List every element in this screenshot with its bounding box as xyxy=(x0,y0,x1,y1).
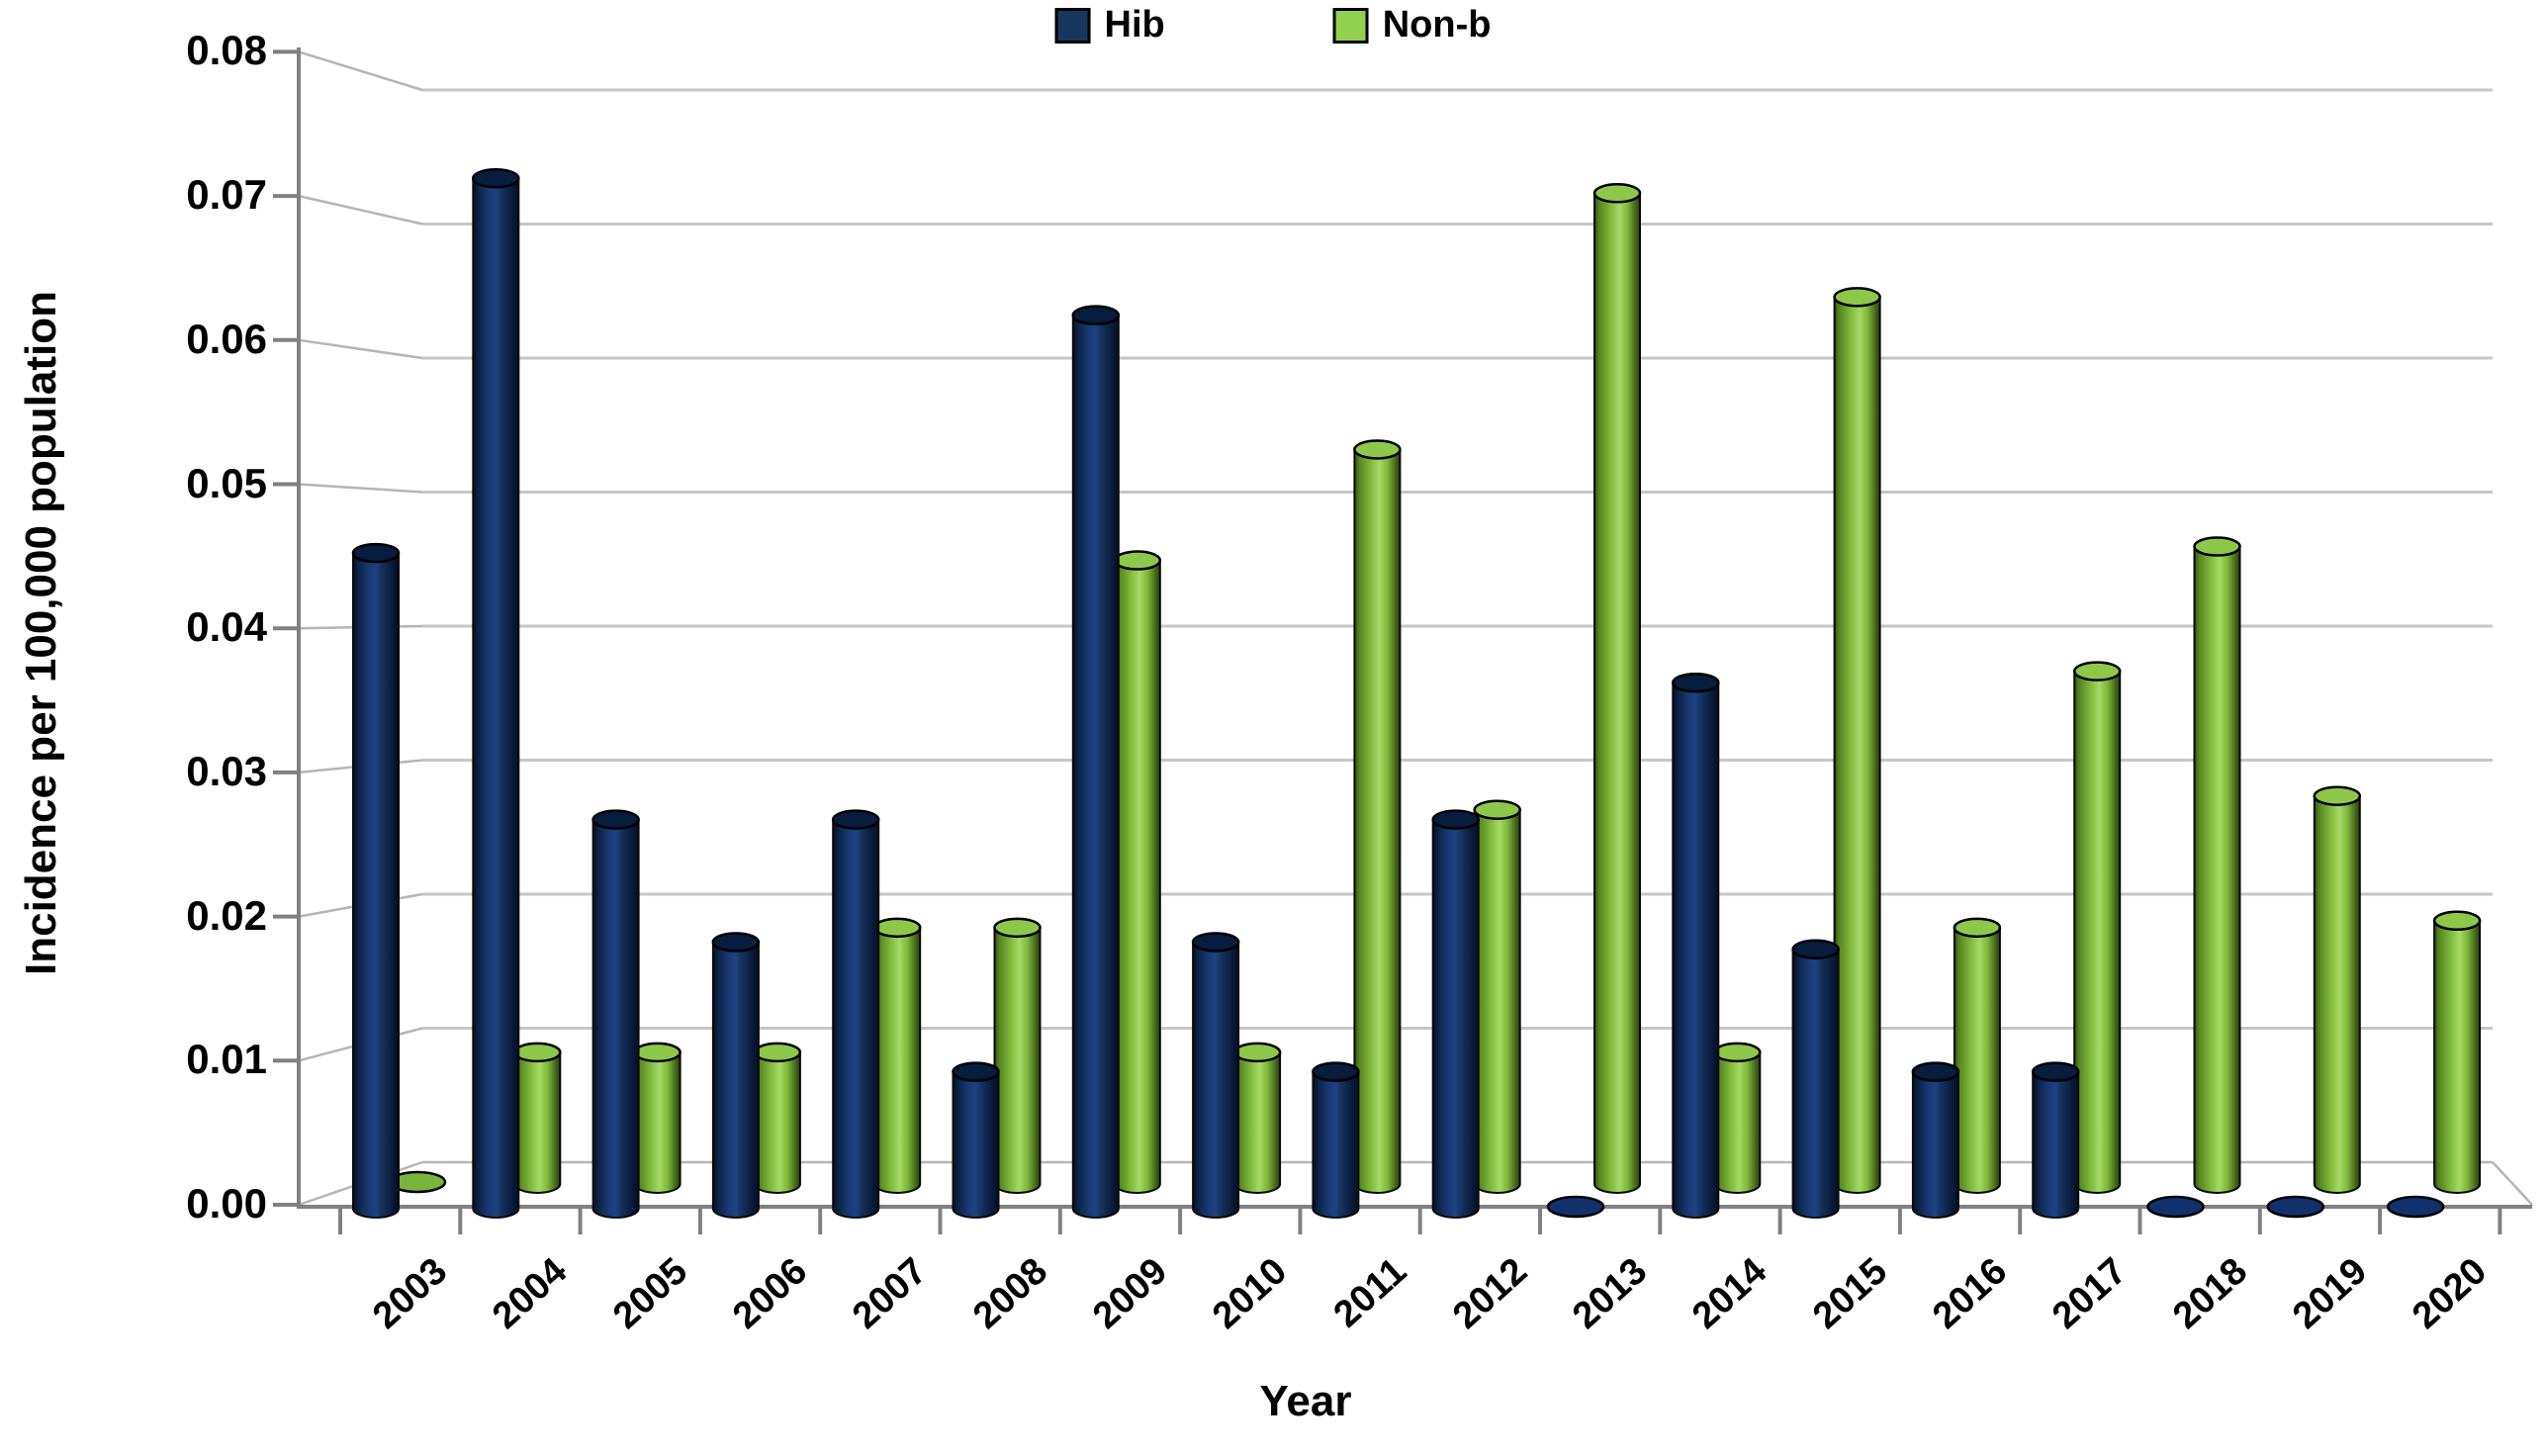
bar-nonb-2020-body[interactable] xyxy=(2433,919,2482,1194)
bar-nonb-2017-body[interactable] xyxy=(2073,670,2122,1194)
bar-nonb-2020-cap xyxy=(2432,910,2482,932)
bar-hib-2010-cap xyxy=(1191,932,1240,953)
bar-nonb-2008-cap xyxy=(993,917,1042,939)
legend-swatch-nonb-icon xyxy=(1332,7,1369,44)
bar-nonb-2014-body[interactable] xyxy=(1713,1050,1762,1194)
bar-nonb-2015-body[interactable] xyxy=(1833,296,1881,1194)
y-tick-label-0.01: 0.01 xyxy=(186,1036,267,1083)
bar-hib-2019-flat[interactable] xyxy=(2266,1195,2325,1219)
bar-hib-2007-cap xyxy=(831,809,880,830)
bar-hib-2015-body[interactable] xyxy=(1791,948,1840,1219)
bar-hib-2016-cap xyxy=(1911,1061,1960,1082)
bar-nonb-2012-body[interactable] xyxy=(1473,808,1521,1194)
legend-item-hib[interactable]: Hib xyxy=(1054,4,1165,46)
bar-hib-2005-cap xyxy=(591,809,640,830)
floor-right-edge xyxy=(2492,1161,2533,1206)
bar-hib-2009-body[interactable] xyxy=(1071,314,1120,1219)
bar-nonb-2015-cap xyxy=(1833,287,1881,308)
gridline-3d-connector xyxy=(298,194,423,226)
legend: Hib Non-b xyxy=(1054,4,1492,46)
bar-nonb-2011-body[interactable] xyxy=(1353,448,1402,1194)
bar-nonb-2008-body[interactable] xyxy=(993,926,1042,1194)
bar-hib-2006-body[interactable] xyxy=(711,941,760,1219)
bar-nonb-2016-cap xyxy=(1953,917,2002,939)
bar-nonb-2016-body[interactable] xyxy=(1953,926,2001,1194)
bar-hib-2004-cap xyxy=(472,167,520,189)
y-tick-label-0.00: 0.00 xyxy=(186,1180,267,1227)
bar-hib-2016-body[interactable] xyxy=(1911,1070,1959,1219)
bar-nonb-2019-body[interactable] xyxy=(2313,794,2361,1194)
bar-nonb-2005-cap xyxy=(633,1042,682,1063)
bar-nonb-2007-cap xyxy=(872,917,922,939)
bar-nonb-2007-body[interactable] xyxy=(873,926,922,1194)
bar-hib-2006-cap xyxy=(711,932,761,953)
bar-nonb-2010-cap xyxy=(1232,1042,1282,1063)
bar-hib-2014-body[interactable] xyxy=(1672,682,1720,1219)
bar-hib-2003-cap xyxy=(351,542,401,564)
bar-nonb-2011-cap xyxy=(1353,439,1402,460)
bar-hib-2015-cap xyxy=(1791,939,1840,959)
bar-hib-2012-body[interactable] xyxy=(1431,818,1480,1219)
legend-swatch-hib-icon xyxy=(1054,7,1091,44)
bar-hib-2013-flat[interactable] xyxy=(1546,1195,1605,1219)
bar-hib-2011-body[interactable] xyxy=(1312,1070,1360,1219)
bar-hib-2003-body[interactable] xyxy=(352,552,400,1219)
legend-label-nonb: Non-b xyxy=(1382,4,1492,46)
gridline-3d-connector xyxy=(298,338,423,360)
bar-nonb-2004-body[interactable] xyxy=(513,1050,562,1194)
x-axis-title: Year xyxy=(1259,1377,1352,1425)
bar-hib-2012-cap xyxy=(1431,809,1480,830)
bar-nonb-2013-body[interactable] xyxy=(1593,192,1641,1194)
gridline-3d-connector xyxy=(298,483,423,494)
y-tick-label-0.03: 0.03 xyxy=(186,747,267,794)
bar-nonb-2005-body[interactable] xyxy=(633,1050,682,1194)
y-tick-label-0.04: 0.04 xyxy=(186,603,267,651)
bar-hib-2007-body[interactable] xyxy=(832,818,880,1219)
bar-hib-2010-body[interactable] xyxy=(1192,941,1240,1219)
bar-hib-2020-flat[interactable] xyxy=(2386,1195,2445,1219)
bar-nonb-2006-body[interactable] xyxy=(753,1050,801,1194)
bar-nonb-2010-body[interactable] xyxy=(1233,1050,1282,1194)
bar-hib-2017-body[interactable] xyxy=(2032,1070,2080,1219)
y-tick-label-0.05: 0.05 xyxy=(186,459,267,506)
bar-nonb-2009-body[interactable] xyxy=(1113,559,1161,1194)
bar-nonb-2018-body[interactable] xyxy=(2193,545,2241,1194)
legend-label-hib: Hib xyxy=(1104,4,1165,46)
bar-nonb-2014-cap xyxy=(1713,1042,1762,1063)
bar-nonb-2013-cap xyxy=(1592,183,1642,204)
bar-hib-2014-cap xyxy=(1672,672,1720,693)
bar-hib-2017-cap xyxy=(2031,1061,2080,1082)
bar-nonb-2019-cap xyxy=(2313,785,2362,806)
y-tick-label-0.08: 0.08 xyxy=(186,27,267,74)
gridline-3d-connector xyxy=(298,50,423,92)
bar-nonb-2017-cap xyxy=(2072,661,2122,682)
bar-hib-2005-body[interactable] xyxy=(591,818,640,1219)
bar-hib-2008-body[interactable] xyxy=(952,1070,1000,1219)
bar-hib-2009-cap xyxy=(1071,305,1121,325)
y-axis-title: Incidence per 100,000 population xyxy=(17,291,65,975)
bar-nonb-2009-cap xyxy=(1113,550,1162,571)
bar-nonb-2018-cap xyxy=(2193,536,2241,557)
bar-hib-2011-cap xyxy=(1312,1061,1360,1082)
bar-nonb-2004-cap xyxy=(513,1042,562,1063)
legend-item-nonb[interactable]: Non-b xyxy=(1332,4,1492,46)
bar-nonb-2006-cap xyxy=(753,1042,802,1063)
bar-nonb-2012-cap xyxy=(1473,799,1521,820)
y-tick-label-0.06: 0.06 xyxy=(186,315,267,362)
bar-hib-2018-flat[interactable] xyxy=(2146,1195,2205,1219)
y-tick-label-0.07: 0.07 xyxy=(186,171,267,219)
bar-hib-2008-cap xyxy=(952,1061,1000,1082)
y-tick-label-0.02: 0.02 xyxy=(186,891,267,939)
bar-hib-2004-body[interactable] xyxy=(472,177,520,1219)
